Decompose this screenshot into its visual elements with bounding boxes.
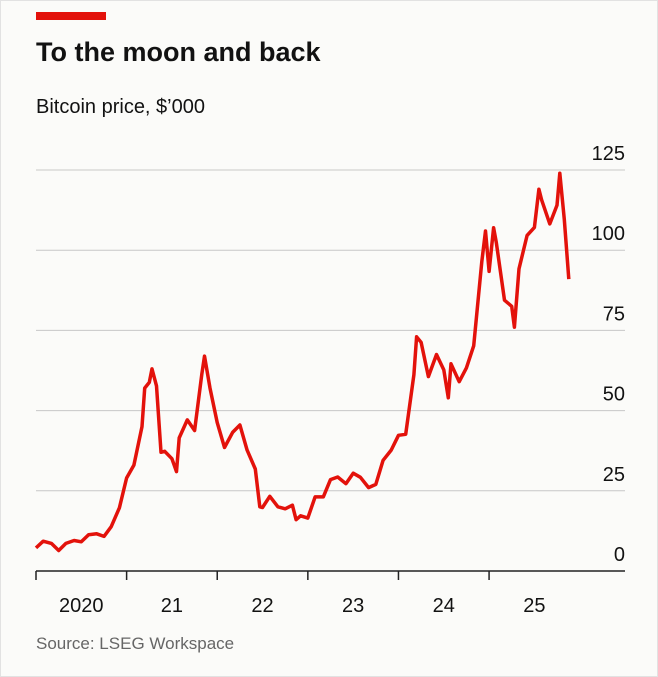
y-tick-label: 0 xyxy=(614,544,625,566)
y-tick-label: 50 xyxy=(603,384,625,406)
x-tick-label: 22 xyxy=(251,595,273,617)
chart-subtitle: Bitcoin price, $’000 xyxy=(36,96,205,118)
x-tick-label: 2020 xyxy=(59,595,104,617)
chart-title: To the moon and back xyxy=(36,37,321,67)
x-tick-label: 25 xyxy=(523,595,545,617)
source: Source: LSEG Workspace xyxy=(36,634,234,653)
y-tick-label: 25 xyxy=(603,464,625,486)
x-tick-label: 24 xyxy=(433,595,455,617)
y-tick-label: 75 xyxy=(603,303,625,325)
y-tick-label: 125 xyxy=(592,143,625,165)
y-tick-label: 100 xyxy=(592,223,625,245)
x-tick-label: 23 xyxy=(342,595,364,617)
price-line xyxy=(34,171,571,553)
brand-bar xyxy=(36,12,106,20)
x-tick-label: 21 xyxy=(161,595,183,617)
